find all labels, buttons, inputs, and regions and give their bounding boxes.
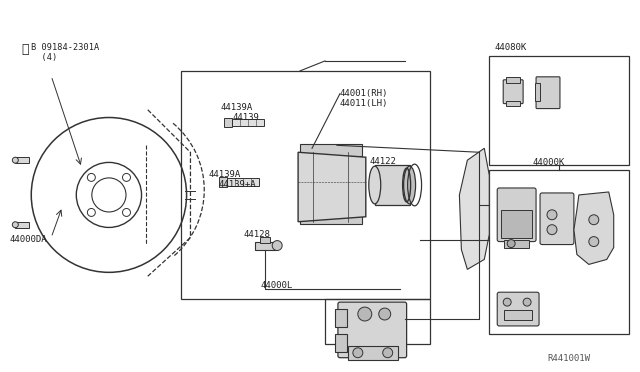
Polygon shape [298,152,366,222]
Text: 44139A: 44139A [209,170,241,179]
Bar [15,157,29,163]
Circle shape [122,173,131,182]
Circle shape [88,208,95,217]
Circle shape [503,298,511,306]
Circle shape [12,157,19,163]
Text: 44080K: 44080K [494,43,527,52]
Bar [300,144,362,156]
Circle shape [88,173,95,182]
Text: 44001(RH): 44001(RH) [340,89,388,98]
Circle shape [353,348,363,358]
Text: 44000DA: 44000DA [10,235,47,244]
Bar [300,214,362,224]
Text: 44000L: 44000L [260,281,292,290]
Circle shape [12,222,19,228]
Text: Ⓑ: Ⓑ [21,43,29,56]
Bar [225,118,232,128]
Bar [535,83,540,101]
Circle shape [122,208,131,217]
Circle shape [383,348,393,358]
Text: 44011(LH): 44011(LH) [340,99,388,108]
Bar [15,222,29,228]
Text: 44122: 44122 [370,157,397,166]
Bar [232,119,264,126]
Bar [501,210,532,238]
Circle shape [589,237,599,247]
Text: 44139+A: 44139+A [218,180,256,189]
Text: 44139: 44139 [232,113,259,122]
FancyBboxPatch shape [536,77,560,109]
Circle shape [358,307,372,321]
Circle shape [589,215,599,225]
Bar [489,170,628,334]
FancyBboxPatch shape [497,188,536,241]
Bar [220,177,227,187]
Text: B 09184-2301A: B 09184-2301A [31,43,99,52]
Text: 44139A: 44139A [220,103,253,112]
Circle shape [547,210,557,220]
Circle shape [272,241,282,250]
Bar [504,240,529,247]
Polygon shape [460,148,489,269]
Bar [325,299,429,344]
Bar [227,178,259,186]
Bar [335,309,347,327]
Bar [260,237,270,243]
Circle shape [547,225,557,235]
Ellipse shape [369,166,381,204]
Bar [255,241,277,250]
Bar [489,56,628,165]
FancyBboxPatch shape [338,302,406,358]
Polygon shape [574,192,614,264]
Text: 44000K: 44000K [532,158,564,167]
Text: 44128: 44128 [243,230,270,239]
Bar [506,101,520,106]
FancyBboxPatch shape [497,292,539,326]
FancyBboxPatch shape [503,80,523,104]
Circle shape [379,308,390,320]
FancyBboxPatch shape [540,193,574,244]
Text: (4): (4) [31,53,58,62]
Text: R441001W: R441001W [547,354,590,363]
Bar [504,310,532,320]
Bar [506,77,520,83]
Bar [335,334,347,352]
Circle shape [523,298,531,306]
Ellipse shape [404,166,415,204]
Bar [180,71,429,299]
Bar [375,165,410,205]
Circle shape [507,240,515,247]
Bar [348,346,397,360]
